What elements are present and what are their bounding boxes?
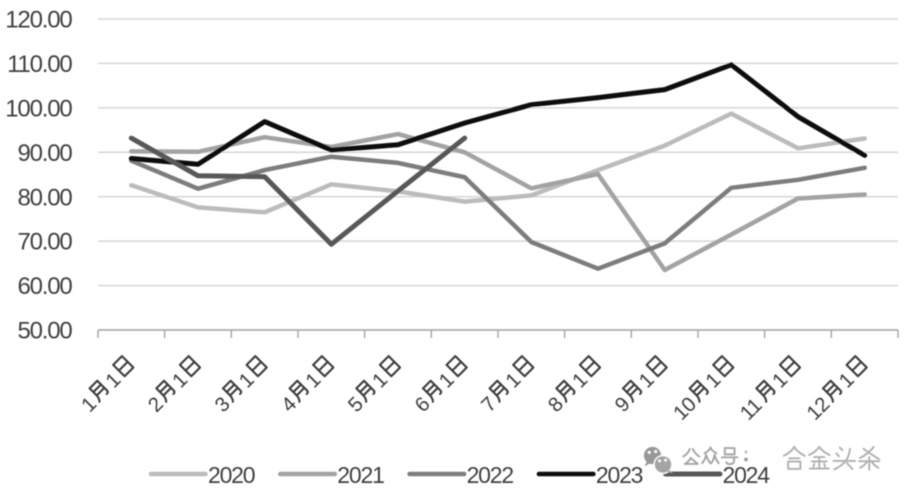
- svg-text:50.00: 50.00: [17, 318, 72, 345]
- svg-text:70.00: 70.00: [17, 229, 72, 256]
- svg-text:110.00: 110.00: [7, 51, 72, 78]
- svg-text:90.00: 90.00: [17, 140, 72, 167]
- svg-text:2024: 2024: [723, 462, 771, 488]
- svg-text:2020: 2020: [208, 462, 255, 488]
- svg-text:2022: 2022: [467, 462, 514, 488]
- svg-text:2021: 2021: [337, 462, 384, 488]
- svg-text:80.00: 80.00: [17, 184, 72, 211]
- svg-text:2023: 2023: [596, 462, 643, 488]
- svg-text:100.00: 100.00: [5, 96, 72, 123]
- svg-text:60.00: 60.00: [17, 273, 72, 300]
- svg-text:120.00: 120.00: [5, 7, 72, 34]
